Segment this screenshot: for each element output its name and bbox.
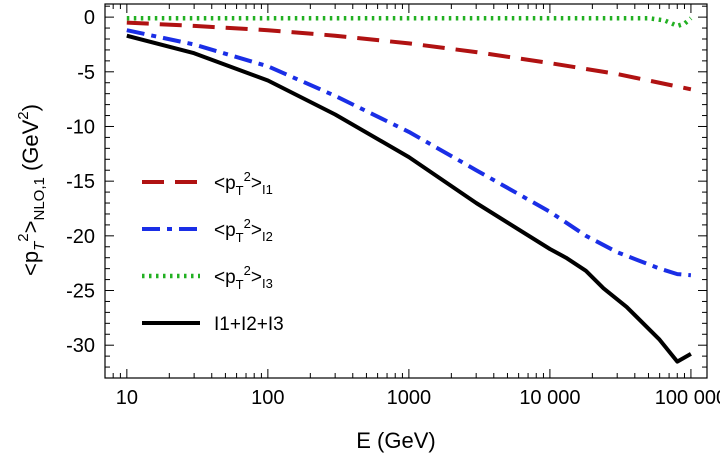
legend-subscript: I1 [262,182,273,197]
y-tick-label: -25 [66,281,95,303]
y-title-part: ) [18,104,43,111]
legend-text-part: <p [214,173,236,194]
x-tick-label: 10 000 [519,387,580,409]
series-line-i1-i2-i3 [126,33,692,364]
legend-label-i3: <pT2>I3 [214,263,273,292]
legend-subscript: T [236,230,244,245]
legend-label-i1-i2-i3: I1+I2+I3 [214,314,284,335]
y-title-part: > [18,221,43,234]
x-tick-label: 1000 [387,387,432,409]
legend-superscript: 2 [244,263,251,278]
x-tick-label: 100 000 [655,387,720,409]
y-tick-label: -5 [77,62,95,84]
y-axis-title: <pT2>NLO,1 (GeV2) [15,104,48,276]
y-title-superscript: 2 [15,233,32,241]
y-title-subscript: T [31,240,48,251]
chart-series-lines [126,15,693,364]
chart-axes: 10 100 1000 10 000 100 000 0 -5 -10 -15 -20 -25 -30 [66,3,720,409]
legend-subscript: T [236,183,244,198]
legend-text-part: > [251,173,262,194]
legend-text-part: > [251,220,262,241]
legend-text-part: <p [214,267,236,288]
y-title-part: (GeV [18,119,43,177]
legend-subscript: T [236,277,244,292]
legend-subscript: I3 [262,276,273,291]
legend-subscript: I2 [262,229,273,244]
y-tick-label: -15 [66,171,95,193]
y-tick-label: -10 [66,116,95,138]
y-title-subscript: NLO,1 [31,177,48,220]
series-line-i2 [126,28,692,278]
legend-label-i1: <pT2>I1 [214,169,273,198]
series-line-i3 [126,15,693,29]
y-title-superscript: 2 [15,111,32,119]
series-line-i1 [126,20,692,92]
y-tick-label: 0 [84,7,95,29]
legend-text-part: <p [214,220,236,241]
y-tick-label: -20 [66,226,95,248]
legend-superscript: 2 [244,169,251,184]
y-tick-label: -30 [66,335,95,357]
plot-frame [104,3,708,379]
y-title-part: <p [18,251,43,276]
legend-text-part: > [251,267,262,288]
x-tick-label: 100 [251,387,284,409]
legend-label-i2: <pT2>I2 [214,216,273,245]
x-tick-label: 10 [116,387,138,409]
legend-superscript: 2 [244,216,251,231]
x-axis-title: E (GeV) [356,428,435,453]
